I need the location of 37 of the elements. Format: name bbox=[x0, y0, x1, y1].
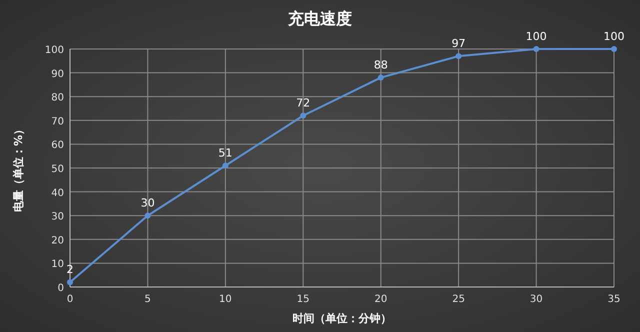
point bbox=[611, 46, 617, 52]
point bbox=[533, 46, 540, 52]
data-label: 88 bbox=[374, 58, 388, 72]
data-label: 97 bbox=[452, 37, 466, 50]
x-tick-label: 15 bbox=[296, 294, 310, 305]
x-tick-label: 20 bbox=[374, 294, 388, 305]
y-tick-label: 80 bbox=[51, 92, 64, 104]
data-label: 72 bbox=[296, 96, 310, 110]
y-tick-label: 40 bbox=[51, 188, 64, 199]
y-tick-label: 10 bbox=[51, 259, 64, 270]
point bbox=[144, 212, 151, 219]
x-tick-label: 10 bbox=[219, 294, 232, 305]
chart-title: 充电速度 bbox=[287, 9, 352, 28]
x-tick-label: 0 bbox=[66, 294, 74, 305]
y-tick-label: 60 bbox=[51, 140, 64, 152]
data-label: 51 bbox=[218, 146, 232, 160]
x-tick-label: 35 bbox=[608, 294, 620, 305]
y-axis-title: 电量（单位：%） bbox=[12, 124, 25, 212]
y-tick-label: 100 bbox=[44, 45, 64, 56]
x-tick-label: 25 bbox=[452, 294, 465, 305]
data-label: 100 bbox=[526, 30, 547, 43]
point bbox=[300, 112, 306, 119]
y-tick-label: 90 bbox=[51, 68, 64, 80]
point bbox=[456, 53, 462, 60]
y-tick-label: 0 bbox=[58, 283, 64, 294]
x-axis-title: 时间（单位：分钟） bbox=[292, 312, 392, 325]
point bbox=[378, 74, 384, 81]
data-label: 30 bbox=[140, 196, 155, 210]
data-label: 100 bbox=[604, 30, 624, 43]
point bbox=[222, 162, 228, 169]
x-tick-label: 5 bbox=[144, 294, 151, 305]
y-tick-label: 50 bbox=[51, 164, 64, 175]
y-tick-label: 70 bbox=[51, 116, 64, 128]
x-tick-label: 30 bbox=[530, 294, 543, 305]
y-tick-label: 30 bbox=[51, 212, 64, 223]
y-tick-label: 20 bbox=[51, 235, 64, 246]
point bbox=[67, 279, 73, 286]
